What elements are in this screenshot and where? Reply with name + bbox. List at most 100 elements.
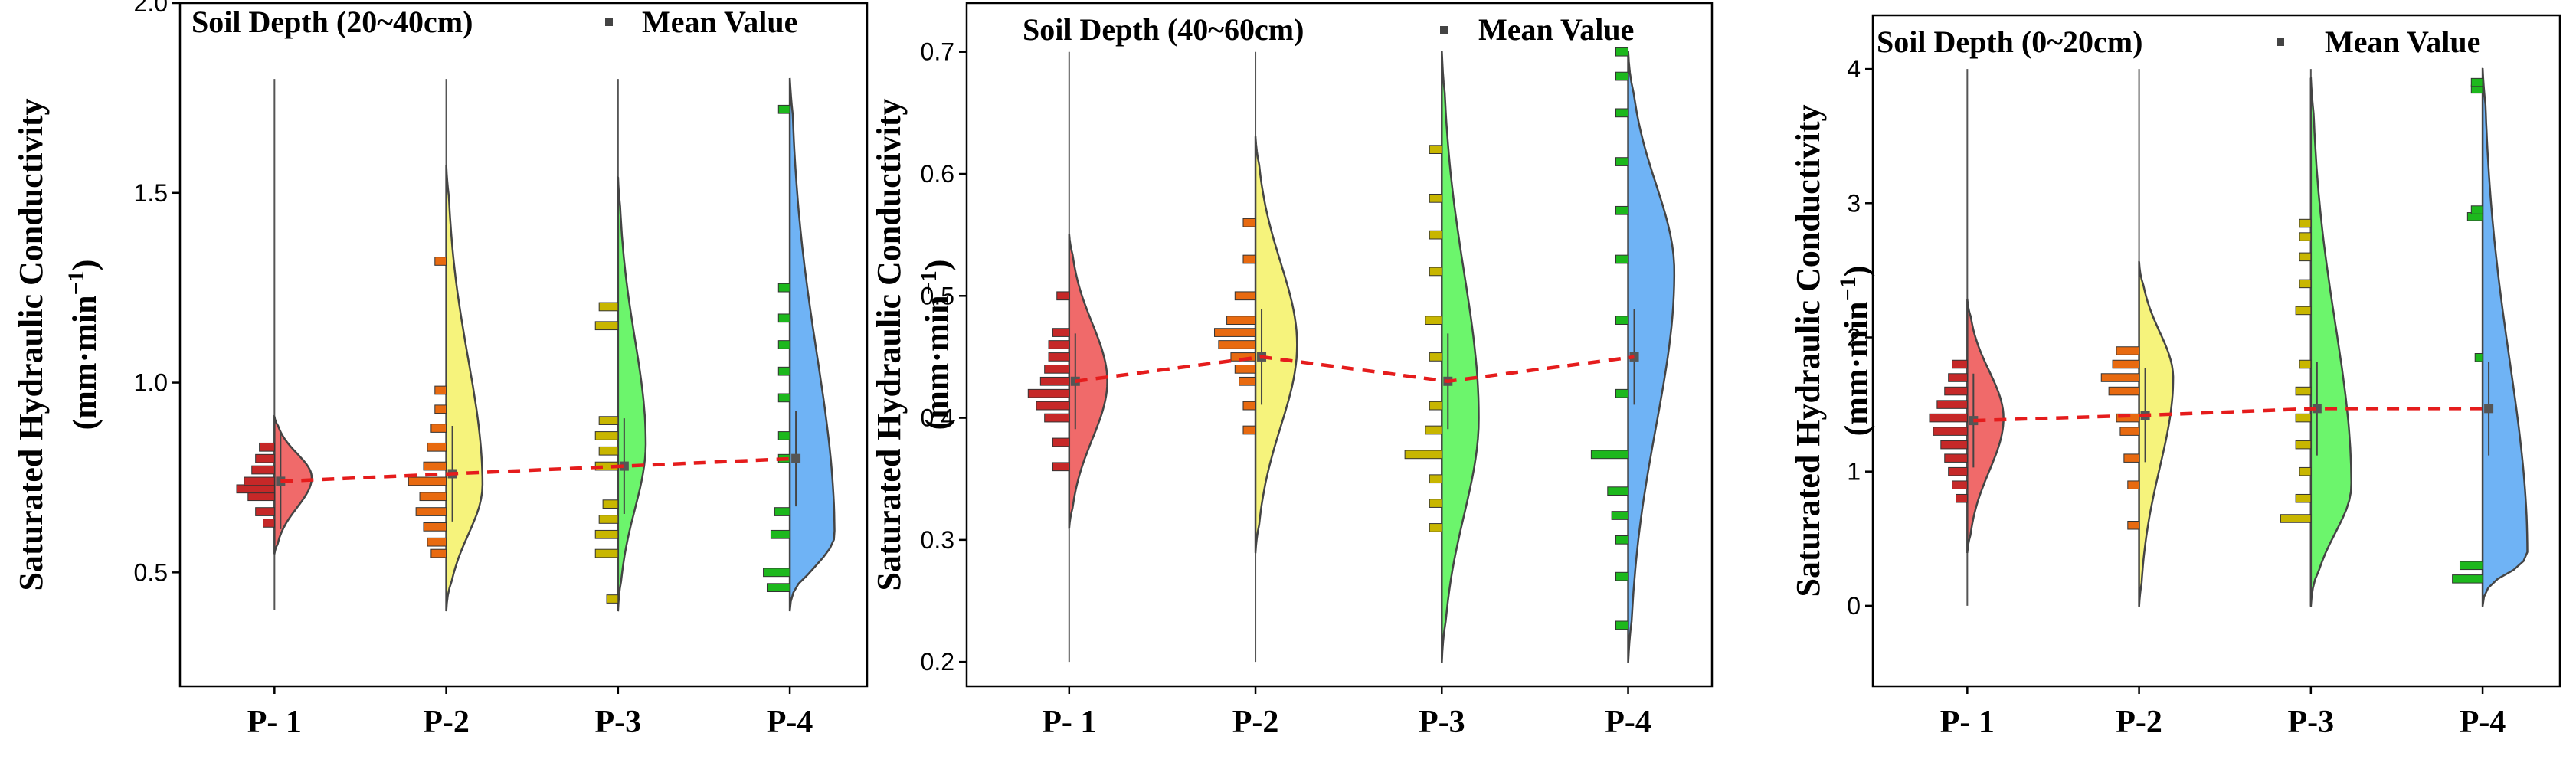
legend: Soil Depth (40~60cm) Mean Value — [1023, 12, 1634, 47]
violin-shape — [445, 165, 484, 612]
histogram-bar — [777, 393, 790, 403]
violin-shape — [788, 77, 836, 612]
histogram-bar — [2295, 413, 2312, 423]
histogram-bar — [1242, 425, 1256, 435]
histogram-bar — [2299, 279, 2312, 289]
histogram-bar — [408, 476, 447, 486]
histogram-bar — [1234, 365, 1256, 374]
legend: Soil Depth (0~20cm) Mean Value — [1877, 25, 2480, 59]
y-unit-text: (mm·min — [918, 295, 956, 430]
histogram-bar — [1615, 71, 1629, 81]
histogram-bar — [1044, 413, 1070, 423]
histogram-bar — [2470, 205, 2483, 214]
violins — [1027, 47, 1676, 663]
y-unit-superscript: −1 — [1835, 277, 1861, 301]
violin-shape — [1627, 51, 1676, 663]
histogram-bar — [777, 313, 790, 323]
mean-value-legend-marker — [605, 18, 613, 26]
histogram-bar — [598, 515, 619, 524]
x-tick-label: P-2 — [1232, 705, 1279, 740]
histogram-bar — [1242, 218, 1256, 227]
y-axis-label-line1: Saturated Hydraulic Conductivity — [870, 99, 908, 591]
histogram-bar — [2295, 493, 2312, 503]
histogram-bar — [594, 321, 619, 331]
histogram-bar — [1615, 316, 1629, 325]
plot-frame — [1871, 14, 2561, 688]
violin-shape — [2481, 67, 2529, 607]
y-tick-label: 3 — [1847, 189, 1861, 217]
histogram-bar — [2474, 353, 2483, 362]
histogram-bar — [2299, 252, 2312, 262]
histogram-bar — [1404, 450, 1442, 460]
y-tick-label: 0.5 — [921, 282, 954, 309]
y-tick-label: 0 — [1847, 592, 1861, 620]
histogram-bar — [415, 507, 447, 516]
violin-shape — [1966, 298, 2005, 554]
histogram-bar — [1027, 388, 1070, 398]
y-tick-label: 0.3 — [921, 526, 954, 554]
histogram-bar — [1429, 523, 1442, 532]
histogram-bar — [434, 404, 447, 414]
histogram-bar — [594, 548, 619, 558]
histogram-bar — [2127, 480, 2140, 489]
histogram-bar — [2299, 218, 2312, 228]
histogram-bar — [430, 424, 447, 433]
histogram-bar — [244, 476, 275, 486]
histogram-bar — [1242, 254, 1256, 264]
histogram-bar — [1242, 401, 1256, 411]
violin-shape — [1254, 136, 1298, 554]
histogram-bar — [2295, 386, 2312, 396]
violin-shape — [273, 414, 313, 555]
histogram-bar — [2280, 514, 2312, 523]
y-unit-text: (mm·min — [66, 295, 103, 430]
violins — [1929, 67, 2529, 607]
y-tick-label: 4 — [1847, 55, 1861, 83]
mean-trend-line — [280, 456, 797, 483]
y-axis-label-line1: Saturated Hydraulic Conductivity — [12, 99, 50, 591]
histogram-bar — [1044, 365, 1070, 374]
y-tick-label: 1.5 — [134, 179, 168, 207]
histogram-bar — [594, 529, 619, 539]
histogram-bar — [2299, 466, 2312, 476]
histogram-bar — [602, 499, 619, 509]
histogram-bar — [2112, 359, 2140, 369]
histogram-bar — [1214, 328, 1256, 337]
x-tick-label: P-2 — [2116, 705, 2162, 740]
y-unit-close: ) — [918, 260, 956, 271]
violins — [236, 77, 836, 612]
histogram-bar — [594, 431, 619, 440]
histogram-bar — [1948, 373, 1968, 382]
x-ticks: P- 1 P-2 P-3 P-4 — [1940, 686, 2506, 740]
histogram-bar — [1048, 352, 1070, 362]
histogram-bar — [423, 522, 447, 532]
y-unit-close: ) — [66, 260, 103, 271]
y-ticks: 0.5 1.0 1.5 2.0 — [134, 0, 180, 586]
histogram-bar — [1615, 157, 1629, 166]
x-ticks: P- 1 P-2 P-3 P-4 — [247, 686, 813, 740]
y-tick-label: 0.6 — [921, 160, 954, 188]
histogram-bar — [777, 104, 790, 114]
histogram-bar — [423, 461, 447, 471]
legend: Soil Depth (20~40cm) Mean Value — [191, 5, 797, 39]
x-tick-label: P- 1 — [1042, 705, 1096, 740]
histogram-bar — [1429, 230, 1442, 240]
histogram-bar — [766, 583, 790, 593]
histogram-bar — [255, 453, 275, 463]
histogram-bar — [1929, 413, 1968, 423]
histogram-bar — [770, 529, 790, 539]
histogram-bar — [606, 594, 619, 604]
x-tick-label: P-3 — [595, 705, 642, 740]
histogram-bar — [2108, 386, 2140, 396]
histogram-bar — [1429, 401, 1442, 411]
histogram-bar — [1936, 400, 1968, 409]
violin-shape — [2138, 260, 2175, 607]
y-tick-label: 2.0 — [134, 0, 168, 17]
x-tick-label: P-4 — [1605, 705, 1651, 740]
x-tick-label: P-4 — [767, 705, 813, 740]
panel-title: Soil Depth (40~60cm) — [1023, 12, 1304, 47]
histogram-bar — [1425, 425, 1442, 435]
mean-trend-line — [1075, 355, 1635, 384]
legend-label: Mean Value — [2325, 25, 2480, 59]
histogram-bar — [777, 366, 790, 376]
histogram-bar — [1615, 254, 1629, 264]
